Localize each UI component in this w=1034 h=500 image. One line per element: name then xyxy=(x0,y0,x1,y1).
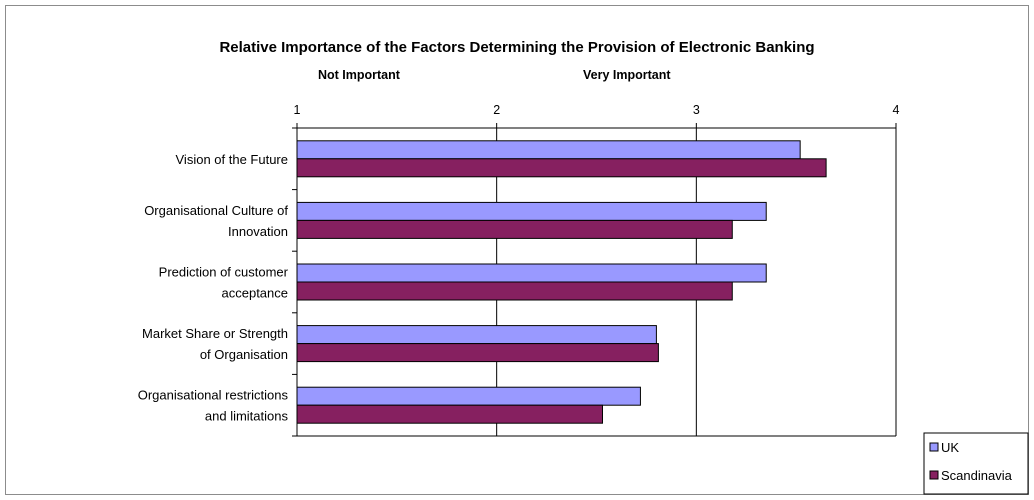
category-label-line: Market Share or Strength xyxy=(142,326,288,341)
bar-scandinavia-3 xyxy=(296,343,659,363)
category-label-line: and limitations xyxy=(205,409,289,424)
bar-scandinavia-4 xyxy=(296,404,603,424)
x-tick-label-2: 2 xyxy=(493,103,500,117)
legend: UK Scandinavia xyxy=(923,432,1029,495)
category-label-line: acceptance xyxy=(222,286,289,301)
category-label-3: Market Share or Strength of Organisation xyxy=(142,326,288,362)
category-label-4: Organisational restrictions and limitatio… xyxy=(138,388,289,424)
category-label-2: Prediction of customer acceptance xyxy=(159,265,289,301)
category-label-line: Vision of the Future xyxy=(176,152,289,167)
x-tick-label-3: 3 xyxy=(693,103,700,117)
bar-layer xyxy=(296,140,827,424)
label-layer: Vision of the Future Organisational Cultu… xyxy=(138,152,289,424)
legend-box xyxy=(923,432,1029,495)
bar-uk-2 xyxy=(296,263,767,283)
category-label-line: Prediction of customer xyxy=(159,265,289,280)
category-label-1: Organisational Culture of Innovation xyxy=(144,203,288,239)
bar-uk-1 xyxy=(296,201,767,221)
legend-label-scandinavia: Scandinavia xyxy=(941,468,1013,483)
legend-label-uk: UK xyxy=(941,440,959,455)
category-label-0: Vision of the Future xyxy=(176,152,289,167)
category-label-line: Innovation xyxy=(228,224,288,239)
bar-scandinavia-1 xyxy=(296,219,733,239)
scale-label-high: Very Important xyxy=(583,68,671,82)
category-label-line: of Organisation xyxy=(200,347,288,362)
scale-label-low: Not Important xyxy=(318,68,401,82)
bar-uk-3 xyxy=(296,325,657,345)
x-tick-label-4: 4 xyxy=(893,103,900,117)
chart-title: Relative Importance of the Factors Deter… xyxy=(219,39,814,56)
legend-swatch-scandinavia xyxy=(929,470,939,480)
bar-uk-4 xyxy=(296,386,641,406)
axis-layer: 1 2 3 4 xyxy=(292,103,900,437)
category-label-line: Organisational restrictions xyxy=(138,388,289,403)
legend-swatch-uk xyxy=(929,442,939,452)
x-tick-label-1: 1 xyxy=(294,103,301,117)
bar-uk-0 xyxy=(296,140,801,160)
bar-scandinavia-0 xyxy=(296,158,827,178)
bar-scandinavia-2 xyxy=(296,281,733,301)
category-label-line: Organisational Culture of xyxy=(144,203,288,218)
